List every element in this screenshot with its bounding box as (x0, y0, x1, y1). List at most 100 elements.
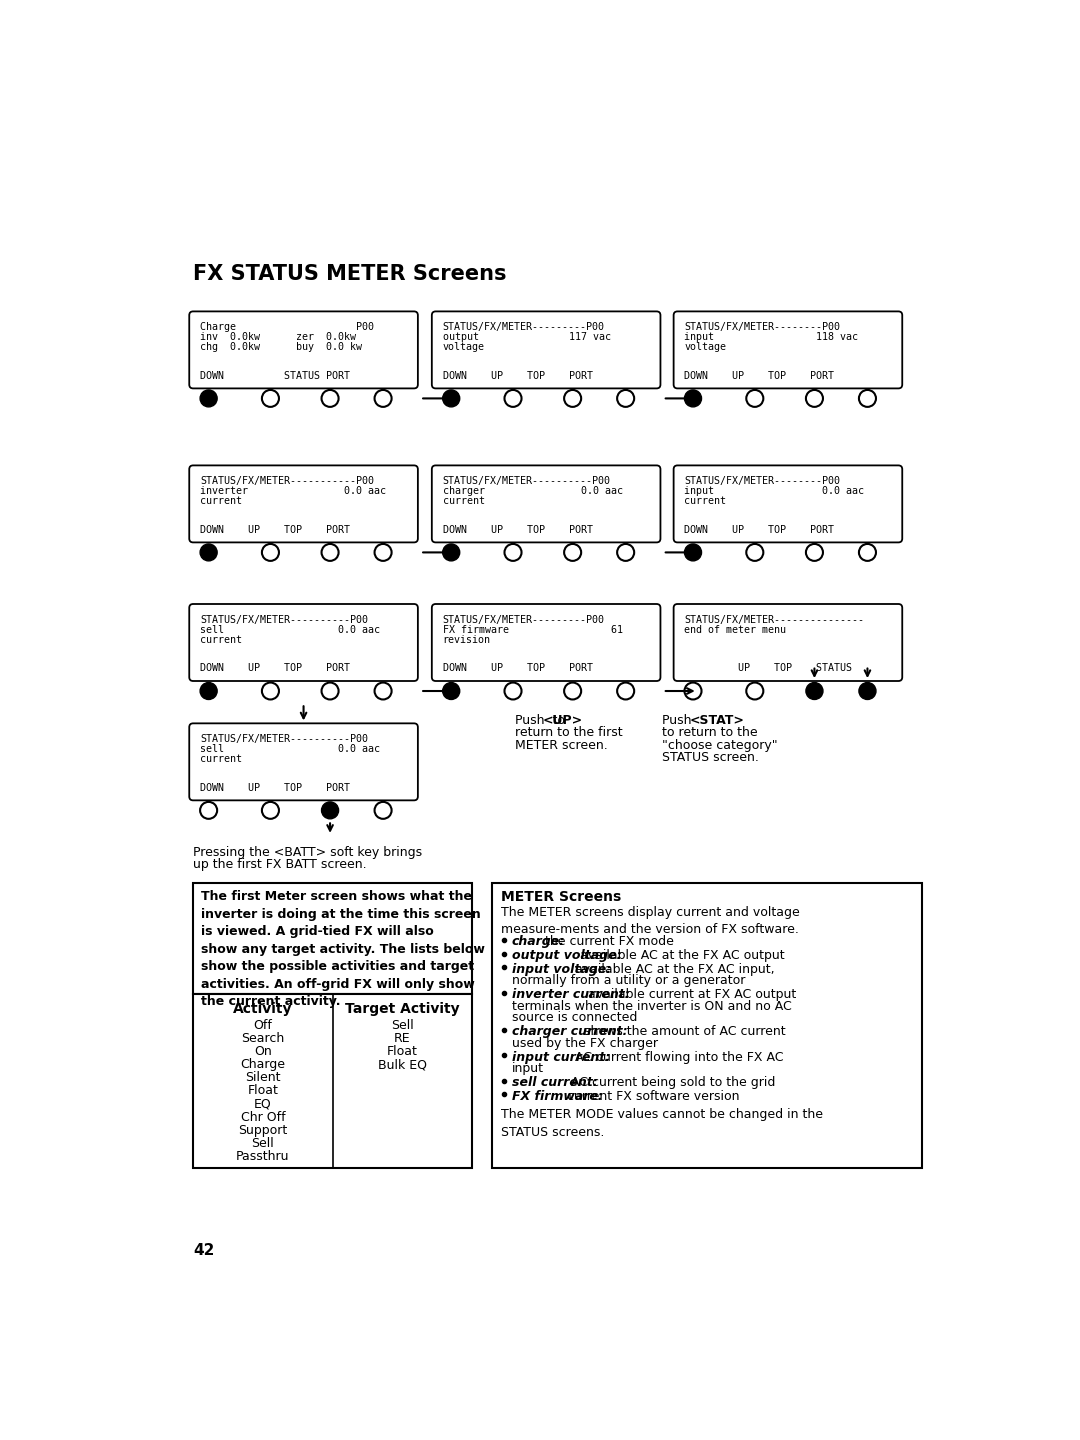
FancyBboxPatch shape (189, 311, 418, 389)
Text: inverter                0.0 aac: inverter 0.0 aac (200, 487, 387, 497)
Text: DOWN    UP    TOP    PORT: DOWN UP TOP PORT (200, 664, 350, 674)
Circle shape (322, 802, 339, 819)
Text: current: current (685, 497, 727, 507)
Text: inverter current:: inverter current: (512, 988, 630, 1001)
Text: Support: Support (239, 1123, 287, 1136)
Text: The METER screens display current and voltage
measure-ments and the version of F: The METER screens display current and vo… (501, 906, 799, 936)
Text: METER Screens: METER Screens (501, 890, 621, 904)
FancyBboxPatch shape (193, 995, 472, 1168)
Text: available current at FX AC output: available current at FX AC output (584, 988, 796, 1001)
Text: up the first FX BATT screen.: up the first FX BATT screen. (193, 858, 367, 871)
FancyBboxPatch shape (189, 465, 418, 543)
Text: revision: revision (443, 635, 490, 645)
Text: chg  0.0kw      buy  0.0 kw: chg 0.0kw buy 0.0 kw (200, 343, 362, 353)
Text: charger current:: charger current: (512, 1025, 627, 1038)
Text: return to the first: return to the first (515, 726, 622, 739)
Text: Push: Push (662, 714, 696, 727)
Text: EQ: EQ (254, 1097, 272, 1110)
FancyBboxPatch shape (674, 465, 902, 543)
Text: FX STATUS METER Screens: FX STATUS METER Screens (193, 264, 507, 284)
Text: input voltage:: input voltage: (512, 963, 611, 976)
Text: AC current flowing into the FX AC: AC current flowing into the FX AC (571, 1051, 784, 1064)
Text: The METER MODE values cannot be changed in the
STATUS screens.: The METER MODE values cannot be changed … (501, 1109, 823, 1139)
Text: Push  to: Push to (515, 714, 565, 727)
Text: DOWN    UP    TOP    PORT: DOWN UP TOP PORT (443, 664, 593, 674)
Text: shows the amount of AC current: shows the amount of AC current (580, 1025, 785, 1038)
Text: AC current being sold to the grid: AC current being sold to the grid (567, 1076, 775, 1089)
Text: Pressing the <BATT> soft key brings: Pressing the <BATT> soft key brings (193, 845, 422, 858)
Text: input                  0.0 aac: input 0.0 aac (685, 487, 864, 497)
Text: to return to the: to return to the (662, 726, 758, 739)
Text: used by the FX charger: used by the FX charger (512, 1037, 658, 1050)
Text: STATUS screen.: STATUS screen. (662, 752, 759, 765)
Circle shape (859, 683, 876, 700)
Text: source is connected: source is connected (512, 1011, 637, 1024)
Text: DOWN    UP    TOP    PORT: DOWN UP TOP PORT (200, 782, 350, 792)
Text: 42: 42 (193, 1243, 215, 1259)
FancyBboxPatch shape (189, 603, 418, 681)
FancyBboxPatch shape (491, 883, 921, 1168)
Circle shape (806, 683, 823, 700)
Circle shape (200, 390, 217, 408)
Text: the current FX mode: the current FX mode (541, 935, 674, 948)
Circle shape (443, 390, 460, 408)
Text: Charge                    P00: Charge P00 (200, 323, 374, 333)
Text: sell                   0.0 aac: sell 0.0 aac (200, 744, 380, 755)
Text: normally from a utility or a generator: normally from a utility or a generator (512, 975, 745, 988)
FancyBboxPatch shape (432, 603, 661, 681)
Text: current: current (200, 635, 242, 645)
Text: Passthru: Passthru (237, 1151, 289, 1164)
Text: DOWN    UP    TOP    PORT: DOWN UP TOP PORT (443, 370, 593, 380)
Text: "choose category": "choose category" (662, 739, 778, 752)
Text: current FX software version: current FX software version (563, 1090, 740, 1103)
FancyBboxPatch shape (432, 465, 661, 543)
Text: output               117 vac: output 117 vac (443, 333, 610, 343)
Text: DOWN    UP    TOP    PORT: DOWN UP TOP PORT (685, 524, 835, 534)
Text: charger                0.0 aac: charger 0.0 aac (443, 487, 623, 497)
Text: Search: Search (241, 1032, 284, 1045)
Text: STATUS/FX/METER----------P00: STATUS/FX/METER----------P00 (200, 734, 368, 744)
Text: DOWN    UP    TOP    PORT: DOWN UP TOP PORT (685, 370, 835, 380)
Text: UP    TOP    STATUS: UP TOP STATUS (685, 664, 852, 674)
Text: Float: Float (387, 1045, 418, 1058)
Text: Silent: Silent (245, 1071, 281, 1084)
Text: DOWN    UP    TOP    PORT: DOWN UP TOP PORT (443, 524, 593, 534)
Text: inv  0.0kw      zer  0.0kw: inv 0.0kw zer 0.0kw (200, 333, 356, 343)
Text: current: current (200, 497, 242, 507)
Text: STATUS/FX/METER---------------: STATUS/FX/METER--------------- (685, 615, 864, 625)
Text: <STAT>: <STAT> (690, 714, 745, 727)
FancyBboxPatch shape (193, 883, 472, 995)
Circle shape (443, 683, 460, 700)
Text: STATUS/FX/METER-----------P00: STATUS/FX/METER-----------P00 (200, 477, 374, 487)
Text: On: On (254, 1045, 272, 1058)
Text: Activity: Activity (233, 1002, 293, 1017)
Text: Bulk EQ: Bulk EQ (378, 1058, 427, 1071)
Text: terminals when the inverter is ON and no AC: terminals when the inverter is ON and no… (512, 999, 792, 1012)
FancyBboxPatch shape (189, 723, 418, 801)
Text: Target Activity: Target Activity (346, 1002, 460, 1017)
Text: end of meter menu: end of meter menu (685, 625, 786, 635)
Text: FX firmware:: FX firmware: (512, 1090, 603, 1103)
Text: The first Meter screen shows what the
inverter is doing at the time this screen
: The first Meter screen shows what the in… (201, 890, 485, 1008)
Text: STATUS/FX/METER---------P00: STATUS/FX/METER---------P00 (443, 615, 605, 625)
Text: current: current (200, 755, 242, 765)
Text: METER screen.: METER screen. (515, 739, 607, 752)
Circle shape (685, 544, 702, 560)
Circle shape (200, 683, 217, 700)
Text: RE: RE (394, 1032, 410, 1045)
Text: DOWN          STATUS PORT: DOWN STATUS PORT (200, 370, 350, 380)
Text: output voltage:: output voltage: (512, 949, 621, 962)
FancyBboxPatch shape (674, 311, 902, 389)
Circle shape (443, 544, 460, 560)
Text: Float: Float (247, 1084, 279, 1097)
Text: input current:: input current: (512, 1051, 610, 1064)
Text: STATUS/FX/METER----------P00: STATUS/FX/METER----------P00 (200, 615, 368, 625)
Text: Charge: Charge (241, 1058, 285, 1071)
Circle shape (685, 390, 702, 408)
Text: STATUS/FX/METER---------P00: STATUS/FX/METER---------P00 (443, 323, 605, 333)
Text: input                 118 vac: input 118 vac (685, 333, 859, 343)
Text: Off: Off (254, 1020, 272, 1032)
Circle shape (200, 544, 217, 560)
Text: voltage: voltage (443, 343, 485, 353)
Text: <UP>: <UP> (542, 714, 583, 727)
